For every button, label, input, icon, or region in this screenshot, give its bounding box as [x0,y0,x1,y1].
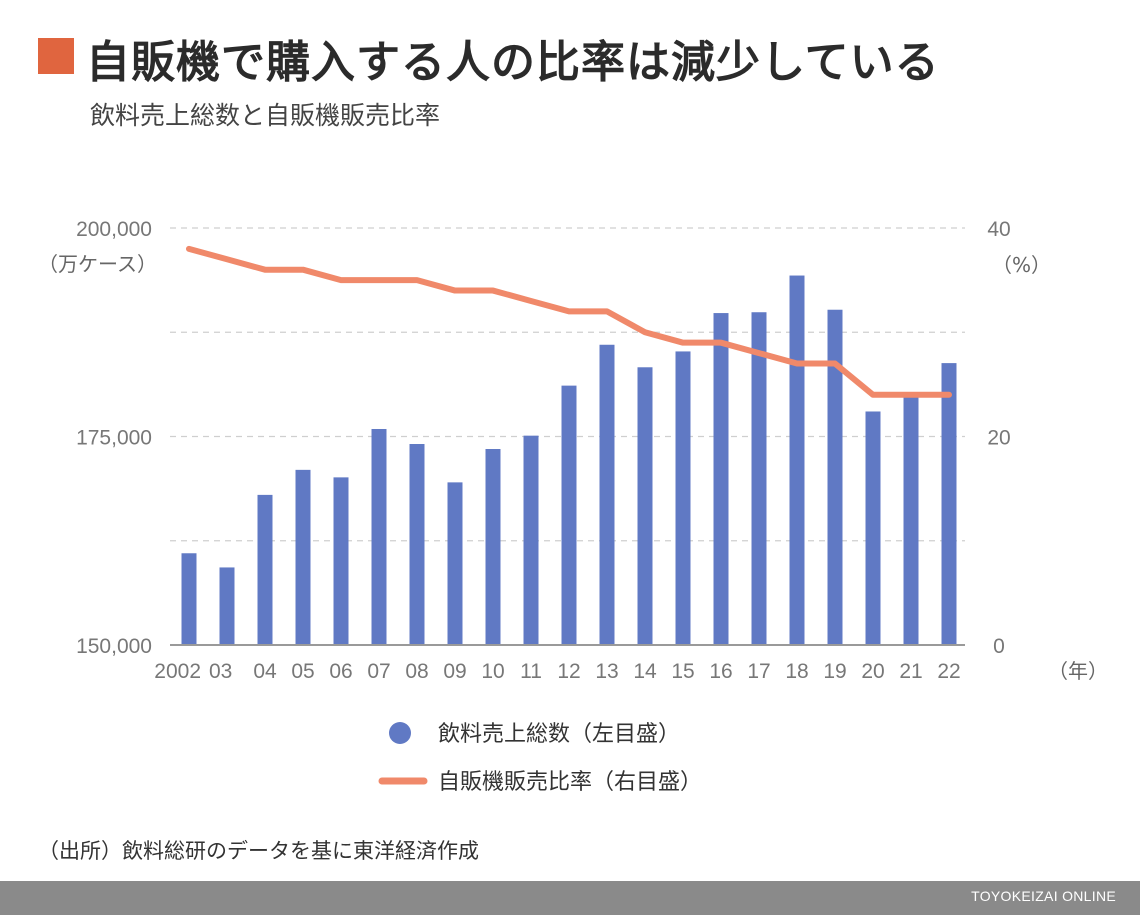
legend-line-label: 自販機販売比率（右目盛） [438,770,702,795]
x-tick-label: 04 [253,660,277,683]
bar-10 [485,449,501,645]
x-tick-label: 03 [209,660,232,683]
x-tick-label: 09 [443,660,466,683]
left-tick-label: 175,000 [76,427,152,450]
x-tick-label: 13 [595,660,618,683]
legend-bar-label: 飲料売上総数（左目盛） [438,722,680,747]
combo-chart: 150,000 175,000 200,000 （万ケース） 0 20 40 （%） 2002 0… [38,218,1108,795]
title-accent-square [38,38,74,74]
x-tick-label: 10 [481,660,504,683]
bar-03 [219,567,235,645]
bar-15 [675,351,691,645]
bar-11 [523,435,539,645]
x-tick-label: 07 [367,660,390,683]
bar-08 [409,444,425,645]
x-tick-label: 15 [671,660,694,683]
bar-17 [751,312,767,645]
bar-04 [257,494,273,645]
legend-bar-marker [389,722,411,744]
x-tick-label: 16 [709,660,732,683]
x-tick-label: 12 [557,660,580,683]
x-tick-label: 19 [823,660,846,683]
chart-title: 自販機で購入する人の比率は減少している [86,37,940,88]
bar-09 [447,482,463,645]
x-axis-unit: （年） [1048,659,1108,683]
right-tick-label: 20 [987,427,1010,450]
right-tick-label: 40 [987,218,1010,241]
x-tick-label: 05 [291,660,314,683]
chart-subtitle: 飲料売上総数と自販機販売比率 [90,101,441,130]
bar-2002 [181,553,197,645]
x-tick-label: 11 [520,660,542,683]
brand-label: TOYOKEIZAI ONLINE [971,888,1116,904]
right-axis-unit: （%） [992,253,1051,277]
bar-13 [599,344,615,645]
bar-16 [713,313,729,645]
x-tick-label: 18 [785,660,808,683]
x-tick-label: 20 [861,660,884,683]
bar-22 [941,363,957,645]
x-tick-label: 2002 [154,660,201,683]
footer-bar: TOYOKEIZAI ONLINE [0,881,1140,915]
bar-14 [637,367,653,645]
left-tick-label: 200,000 [76,218,152,241]
x-tick-label: 17 [747,660,770,683]
bar-06 [333,477,349,645]
x-tick-label: 08 [405,660,428,683]
x-tick-label: 14 [633,660,657,683]
bar-21 [903,394,919,645]
bar-20 [865,411,881,645]
x-tick-label: 21 [899,660,922,683]
right-tick-label: 0 [993,635,1005,658]
left-tick-label: 150,000 [76,635,152,658]
bar-18 [789,275,805,645]
x-tick-label: 22 [937,660,960,683]
bar-07 [371,428,387,645]
x-tick-label: 06 [329,660,352,683]
bar-05 [295,469,311,645]
left-axis-unit: （万ケース） [38,252,157,276]
bar-19 [827,309,843,645]
source-note: （出所）飲料総研のデータを基に東洋経済作成 [38,839,479,863]
bar-12 [561,385,577,645]
